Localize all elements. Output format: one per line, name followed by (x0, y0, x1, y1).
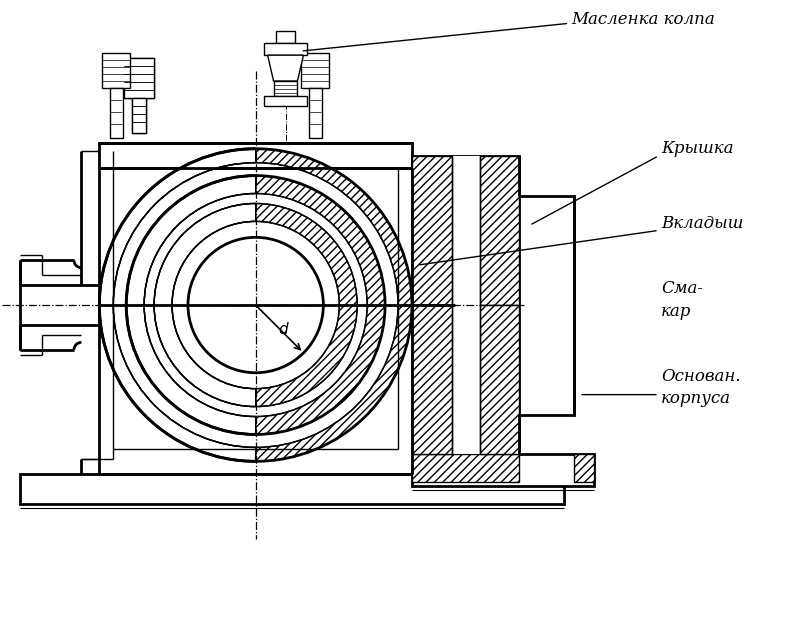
Bar (264, 43, 307, 55)
Bar (111, 88, 123, 138)
Bar (452, 156, 479, 454)
Polygon shape (412, 305, 520, 454)
Wedge shape (126, 176, 256, 434)
Bar (264, 96, 307, 106)
Wedge shape (99, 149, 256, 461)
Bar (99, 142, 412, 168)
Bar (124, 58, 154, 98)
Bar (124, 58, 154, 98)
Text: Основан.
корпуса: Основан. корпуса (661, 368, 741, 408)
Polygon shape (412, 305, 452, 454)
Wedge shape (256, 149, 412, 461)
Polygon shape (479, 305, 520, 454)
Polygon shape (412, 156, 452, 305)
Polygon shape (412, 454, 594, 486)
Polygon shape (412, 156, 520, 305)
Circle shape (188, 238, 324, 372)
Text: d: d (278, 322, 288, 338)
Polygon shape (268, 55, 303, 81)
Polygon shape (479, 156, 520, 305)
Text: Крышка: Крышка (661, 140, 734, 158)
Bar (102, 53, 130, 88)
Bar (309, 88, 322, 138)
Text: Масленка колпа: Масленка колпа (571, 11, 715, 27)
Text: Вкладыш: Вкладыш (661, 215, 743, 232)
Polygon shape (575, 454, 594, 482)
Wedge shape (154, 204, 256, 407)
Bar (275, 31, 295, 43)
Text: Сма-
кар: Сма- кар (661, 281, 703, 319)
Bar (19, 474, 564, 504)
Polygon shape (412, 454, 520, 482)
Polygon shape (520, 196, 575, 414)
Bar (302, 53, 329, 88)
Bar (132, 98, 146, 132)
Bar (132, 98, 146, 132)
Wedge shape (256, 204, 358, 407)
Bar (274, 81, 298, 96)
Wedge shape (256, 176, 385, 434)
